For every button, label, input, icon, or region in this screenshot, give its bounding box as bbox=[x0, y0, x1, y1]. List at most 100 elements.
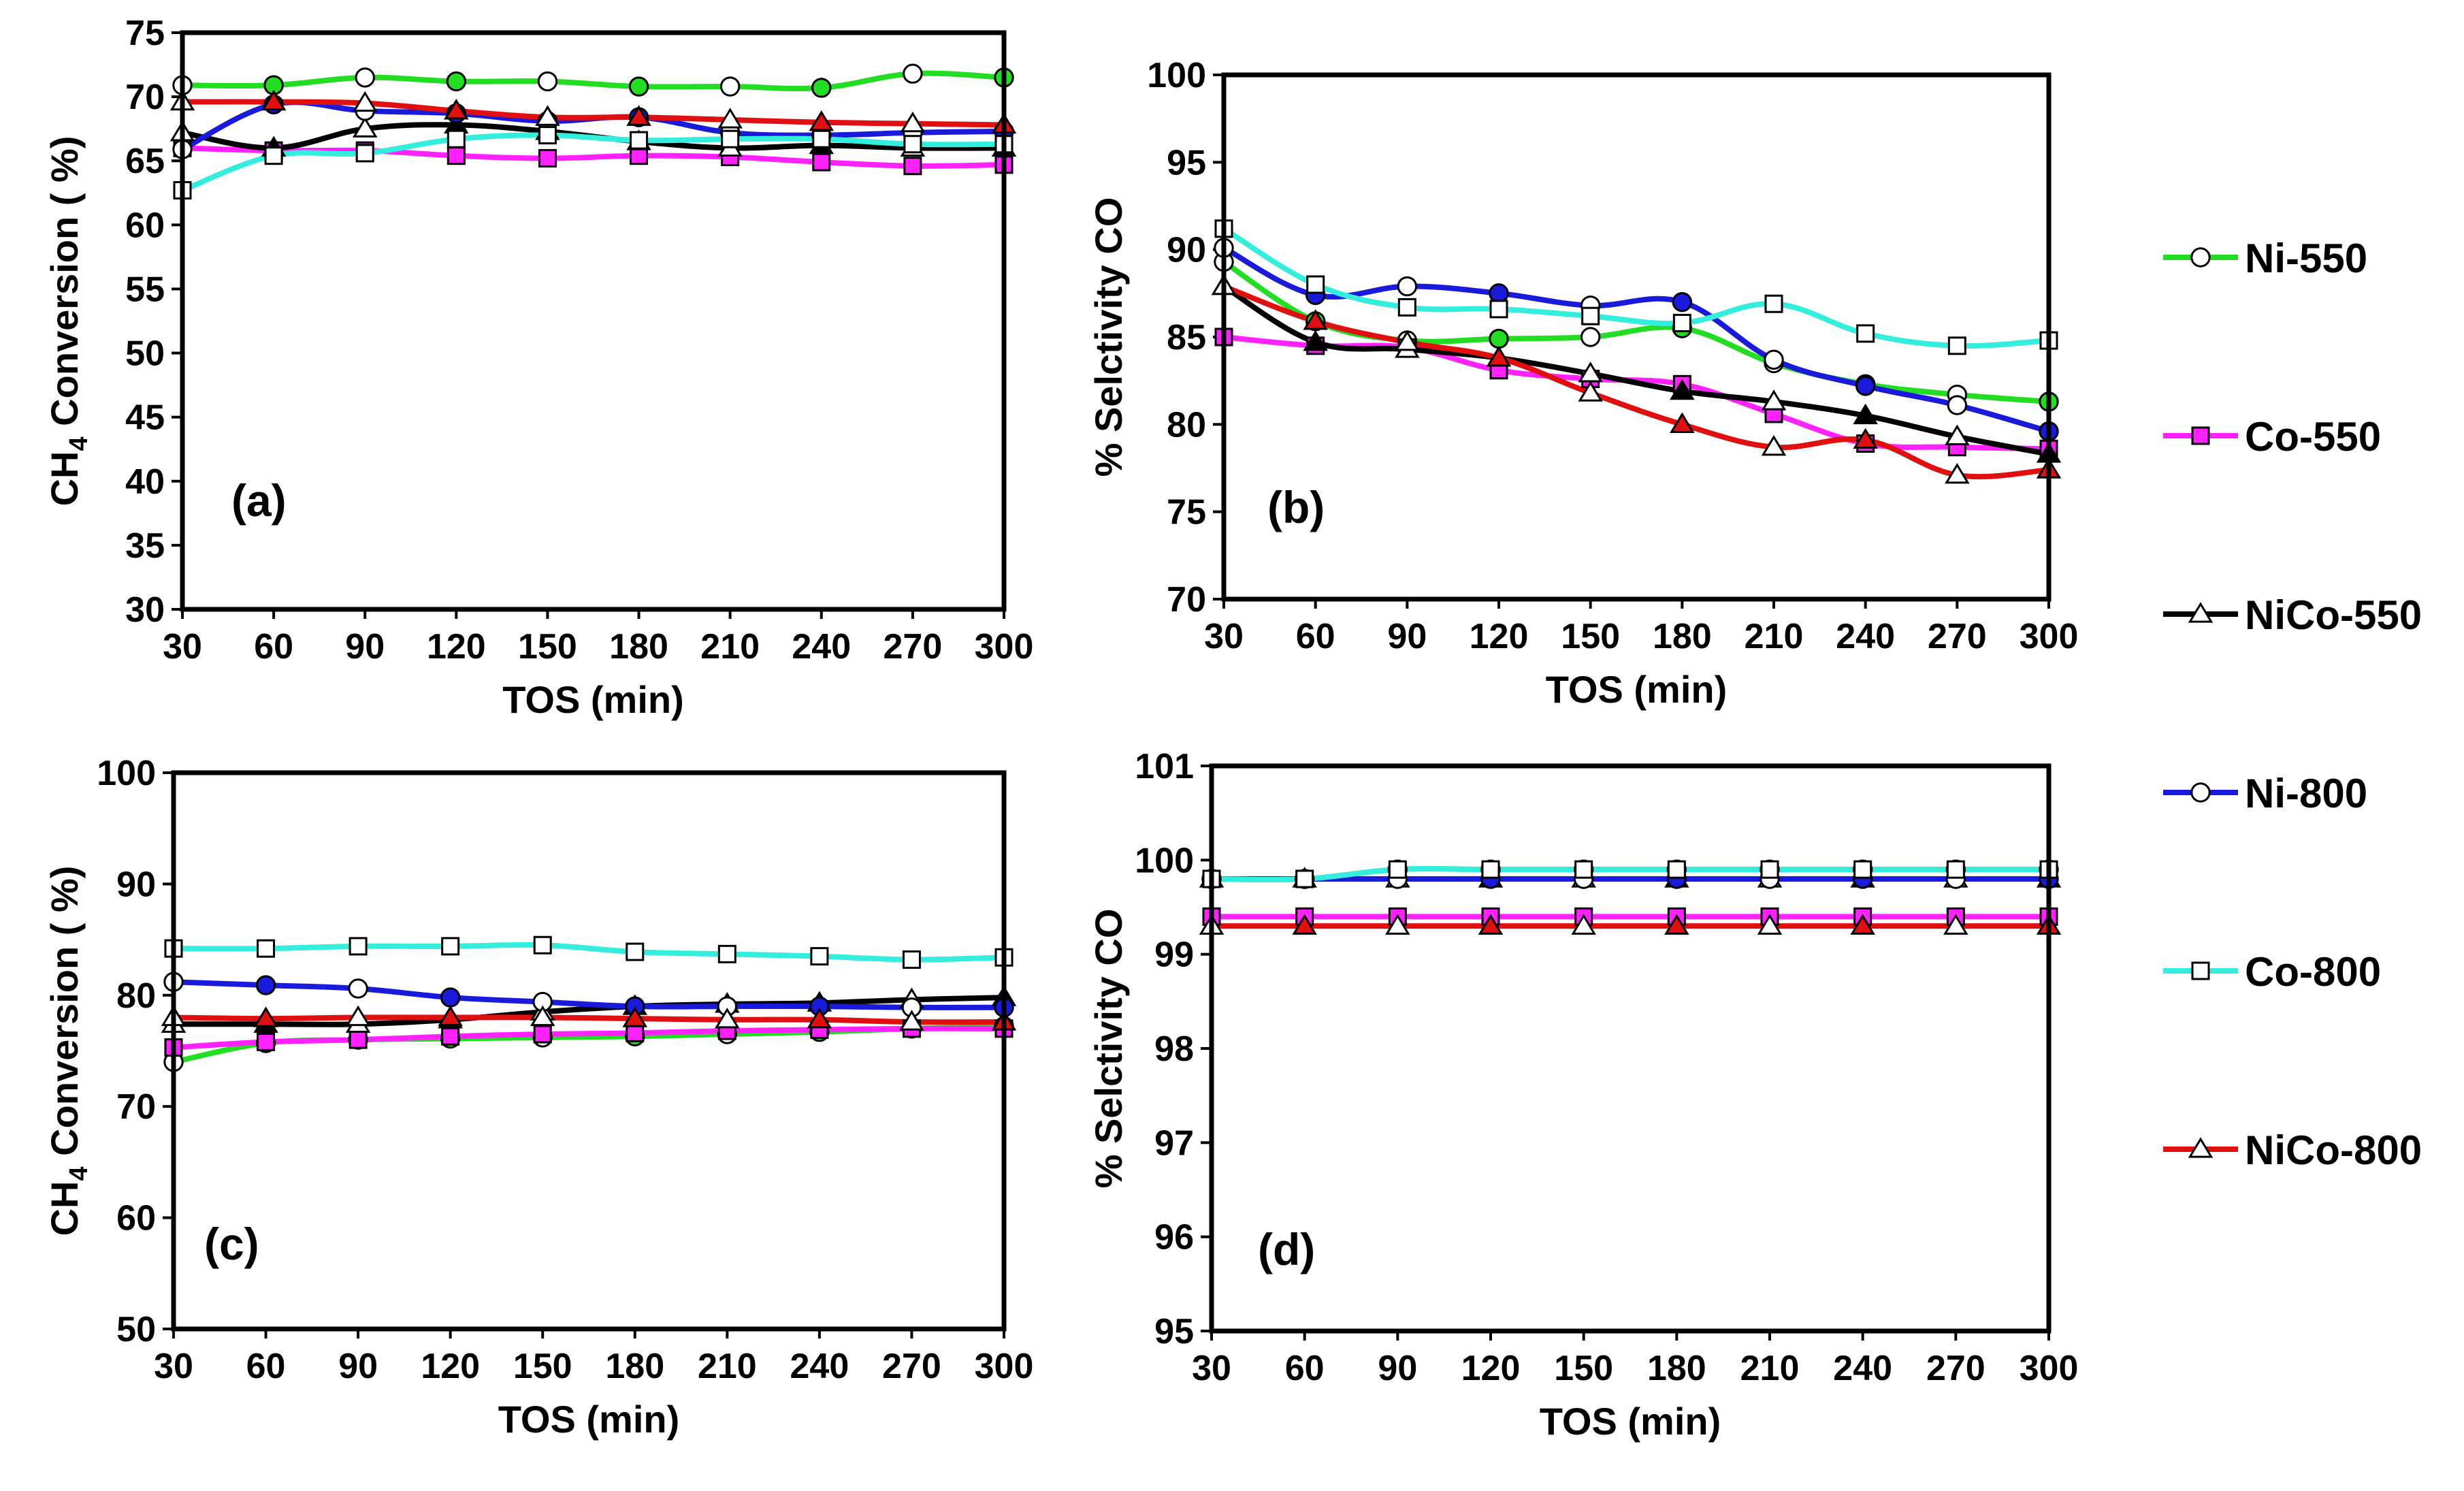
xtick-label-b: 270 bbox=[1928, 617, 1987, 656]
data-point-c-NiCo-800 bbox=[715, 1007, 740, 1029]
data-point-a-Ni-550 bbox=[446, 71, 467, 92]
ytick-label-d: 95 bbox=[1154, 1312, 1194, 1351]
data-point-a-Co-800 bbox=[721, 129, 740, 148]
plot-frame-b bbox=[1221, 72, 2052, 602]
data-point-a-Co-800 bbox=[903, 135, 922, 154]
xtick-label-b: 120 bbox=[1470, 617, 1529, 656]
data-point-a-Ni-550 bbox=[903, 63, 923, 84]
data-point-c-Ni-800 bbox=[348, 978, 368, 999]
data-point-a-Co-800 bbox=[538, 126, 557, 145]
xtick-label-c: 210 bbox=[698, 1347, 757, 1386]
xtick-label-b: 240 bbox=[1836, 617, 1895, 656]
series-line-b-Co-800 bbox=[1222, 226, 2049, 349]
data-point-c-NiCo-800 bbox=[622, 1006, 648, 1027]
data-point-b-NiCo-800 bbox=[1670, 412, 1695, 433]
legend-entry-NiCo-800: NiCo-800 bbox=[2163, 1127, 2422, 1173]
data-point-d-NiCo-800 bbox=[1571, 914, 1596, 935]
ytick-label-a: 40 bbox=[125, 462, 165, 502]
series-line-a-Ni-550 bbox=[182, 70, 1005, 92]
data-point-a-NiCo-800 bbox=[444, 99, 469, 120]
data-point-b-NiCo-800 bbox=[1395, 330, 1420, 351]
data-point-b-Co-800 bbox=[1947, 336, 1966, 355]
ytick-label-d: 101 bbox=[1135, 747, 1194, 786]
data-point-c-Co-800 bbox=[810, 947, 829, 966]
data-point-b-NiCo-550 bbox=[1303, 330, 1328, 351]
data-point-d-Co-800 bbox=[1388, 860, 1407, 879]
xtick-label-b: 30 bbox=[1204, 617, 1244, 656]
series-line-a-NiCo-800 bbox=[182, 99, 1005, 128]
data-point-c-Co-800 bbox=[257, 939, 276, 958]
xtick-label-a: 30 bbox=[163, 627, 202, 667]
data-point-b-Co-800 bbox=[1489, 300, 1508, 319]
xtick-label-a: 300 bbox=[975, 627, 1034, 667]
data-point-c-Co-550 bbox=[441, 1027, 460, 1046]
data-point-a-NiCo-800 bbox=[535, 105, 560, 126]
ytick-label-a: 60 bbox=[125, 206, 165, 245]
panel-label-c: (c) bbox=[204, 1219, 259, 1269]
data-point-b-Ni-550 bbox=[1580, 327, 1601, 347]
panel-label-b: (b) bbox=[1267, 482, 1325, 532]
data-point-c-NiCo-800 bbox=[438, 1005, 463, 1027]
legend-entry-Ni-800: Ni-800 bbox=[2163, 771, 2367, 816]
series-line-d-Co-800 bbox=[1211, 866, 2049, 883]
data-point-b-Co-800 bbox=[1672, 313, 1691, 332]
data-point-d-NiCo-800 bbox=[1292, 914, 1317, 935]
xtick-label-c: 240 bbox=[790, 1347, 849, 1386]
data-point-a-Co-800 bbox=[355, 144, 374, 163]
xtick-label-a: 270 bbox=[884, 627, 943, 667]
data-point-d-Co-800 bbox=[1574, 860, 1593, 879]
xtick-label-a: 120 bbox=[427, 627, 486, 667]
data-point-b-Ni-800 bbox=[1947, 395, 1968, 415]
data-point-a-Ni-550 bbox=[628, 76, 649, 97]
ytick-label-b: 70 bbox=[1167, 580, 1206, 620]
plot-frame-c bbox=[171, 770, 1007, 1332]
xtick-label-c: 120 bbox=[421, 1347, 480, 1386]
data-point-c-NiCo-800 bbox=[530, 1005, 555, 1027]
ytick-label-a: 30 bbox=[125, 590, 165, 630]
chart-panels: 30 35 40 45 50 55 60 65 70 75 30 60 90 120 150 180 210 24… bbox=[43, 14, 2078, 1443]
ytick-label-a: 55 bbox=[125, 270, 165, 309]
data-point-c-Co-800 bbox=[441, 937, 460, 956]
xtick-label-d: 180 bbox=[1647, 1349, 1706, 1388]
data-point-c-Co-550 bbox=[626, 1023, 645, 1042]
data-point-a-Co-800 bbox=[812, 129, 831, 148]
data-point-c-Co-800 bbox=[717, 944, 736, 963]
ytick-label-d: 100 bbox=[1135, 841, 1194, 880]
data-point-c-Ni-800 bbox=[440, 987, 461, 1008]
y-axis-title-c: CH4 Conversion ( %) bbox=[43, 866, 93, 1236]
xtick-label-d: 120 bbox=[1461, 1349, 1521, 1388]
y-axis-title-b: % Selctivity CO bbox=[1087, 197, 1130, 477]
data-point-a-Co-550 bbox=[630, 146, 649, 165]
ytick-label-c: 80 bbox=[116, 976, 156, 1016]
data-point-b-Ni-550 bbox=[1489, 328, 1509, 349]
plot-frame-a bbox=[180, 30, 1007, 612]
y-axis-title-a: CH4 Conversion ( %) bbox=[43, 136, 93, 507]
data-point-b-NiCo-550 bbox=[1853, 403, 1878, 425]
xtick-label-b: 180 bbox=[1653, 617, 1712, 656]
ytick-label-d: 99 bbox=[1154, 935, 1194, 975]
legend-marker bbox=[2191, 426, 2210, 445]
data-point-a-Ni-550 bbox=[811, 78, 832, 98]
xtick-label-d: 270 bbox=[1926, 1349, 1985, 1388]
data-point-d-NiCo-800 bbox=[1943, 914, 1968, 935]
data-point-d-Co-800 bbox=[1760, 860, 1779, 879]
data-point-b-NiCo-550 bbox=[1761, 389, 1787, 411]
data-point-c-Co-550 bbox=[257, 1032, 276, 1051]
data-point-b-Ni-800 bbox=[1489, 283, 1509, 304]
data-point-a-Ni-550 bbox=[537, 71, 558, 92]
xtick-label-a: 60 bbox=[254, 627, 293, 667]
data-point-b-NiCo-800 bbox=[1945, 462, 1970, 484]
ytick-label-c: 50 bbox=[116, 1310, 156, 1349]
x-axis-title-d: TOS (min) bbox=[1540, 1400, 1721, 1443]
chart-panel-c: 50 60 70 80 90 100 30 60 90 120 150 180 210 240 270 300… bbox=[43, 754, 1033, 1441]
xtick-label-d: 90 bbox=[1378, 1349, 1417, 1388]
data-point-b-NiCo-550 bbox=[1945, 424, 1970, 445]
xtick-label-c: 30 bbox=[154, 1347, 193, 1386]
data-point-b-Co-800 bbox=[1764, 294, 1783, 313]
data-point-d-Co-800 bbox=[1853, 860, 1873, 879]
data-point-c-NiCo-800 bbox=[807, 1007, 832, 1029]
ytick-label-b: 90 bbox=[1167, 231, 1206, 270]
series-line-b-Ni-800 bbox=[1222, 245, 2050, 434]
legend-marker bbox=[2190, 782, 2211, 803]
legend-label: Co-550 bbox=[2245, 414, 2381, 460]
